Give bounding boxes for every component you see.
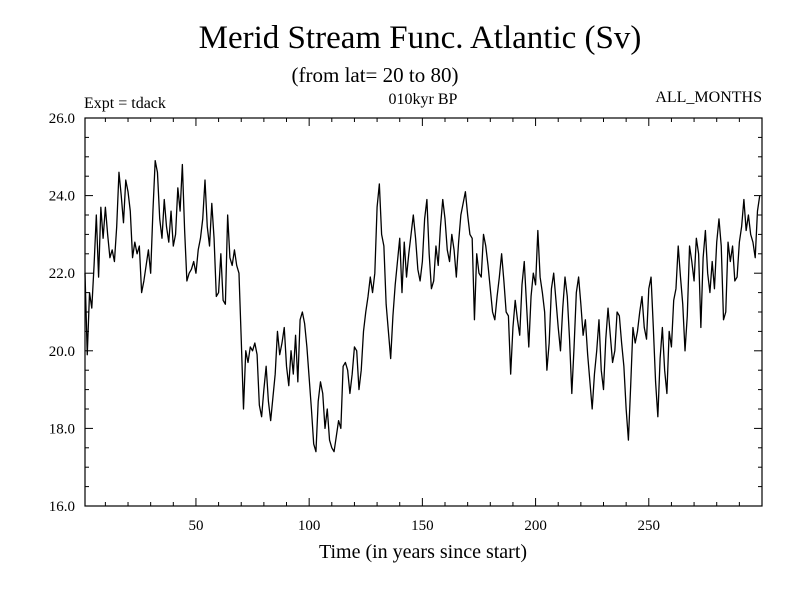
y-tick-label: 18.0 [49,421,75,437]
y-tick-label: 16.0 [49,499,75,515]
plot-frame [84,117,763,507]
x-tick-label: 150 [411,518,434,534]
x-tick-label: 50 [188,518,203,534]
y-tick-label: 26.0 [49,111,75,127]
x-tick-label: 250 [638,518,661,534]
axis-ticks [85,118,762,506]
x-tick-label: 200 [524,518,547,534]
y-tick-label: 24.0 [49,189,75,205]
x-axis-label: Time (in years since start) [319,541,527,563]
y-tick-label: 20.0 [49,344,75,360]
chart-title: Merid Stream Func. Atlantic (Sv) [199,20,642,56]
series-line [84,160,761,453]
experiment-label: Expt = tdack [84,95,166,112]
x-tick-label: 100 [298,518,321,534]
period-label: 010kyr BP [389,91,458,108]
tick-labels: 50 100 150 200 250 16.0 18.0 20.0 22.0 24.0 26.0 [49,111,660,534]
y-tick-label: 22.0 [49,266,75,282]
chart-subtitle: (from lat= 20 to 80) [292,63,459,87]
months-label: ALL_MONTHS [655,89,762,106]
series-group [84,160,761,453]
